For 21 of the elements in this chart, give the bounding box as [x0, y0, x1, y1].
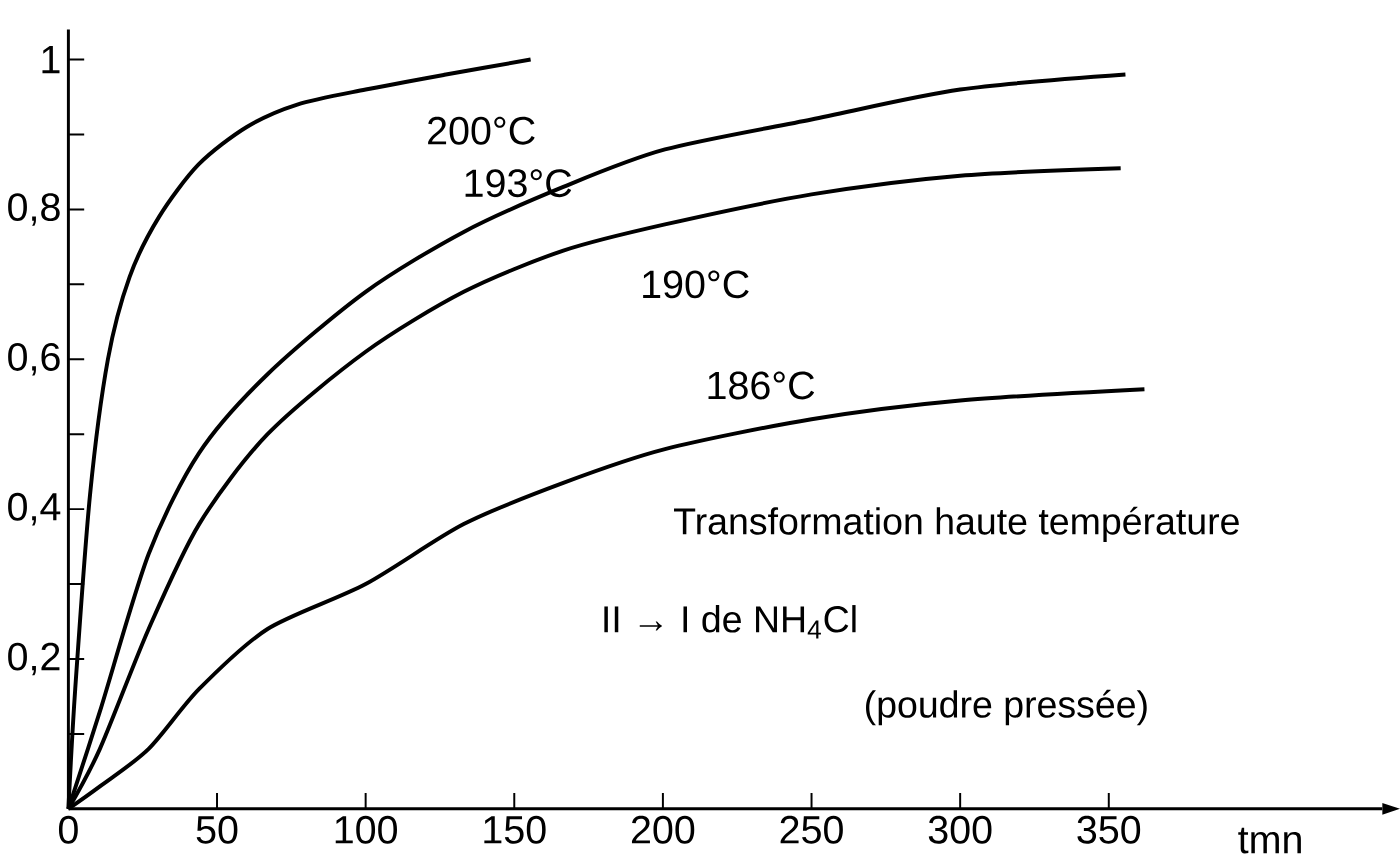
- x-tick-label: 0: [58, 815, 78, 844]
- y-tick-label: 1: [42, 45, 60, 74]
- x-tick-label: 200: [631, 815, 695, 844]
- y-tick-label: 0,4: [8, 492, 61, 526]
- series-label: 186°C: [708, 371, 815, 400]
- series-label: 193°C: [465, 169, 572, 198]
- x-axis-title: tmn: [1238, 827, 1301, 854]
- x-tick-label: 50: [196, 815, 238, 844]
- y-tick-label: 0,2: [8, 642, 60, 676]
- x-tick-label: 100: [335, 815, 397, 844]
- series-label: 200°C: [428, 116, 535, 145]
- x-tick-label: 300: [928, 815, 992, 844]
- y-tick-label: 0,8: [8, 193, 60, 226]
- series-label: 190°C: [643, 270, 749, 299]
- annotation: Transformation haute température: [674, 506, 1239, 543]
- x-tick-label: 350: [1077, 815, 1141, 844]
- annotation: II → I de NH$_{4}$Cl: [604, 605, 856, 639]
- y-tick-label: 0,6: [8, 342, 60, 376]
- annotation: (poudre pressée): [866, 689, 1147, 726]
- x-tick-label: 250: [780, 815, 843, 844]
- x-tick-label: 150: [484, 815, 546, 844]
